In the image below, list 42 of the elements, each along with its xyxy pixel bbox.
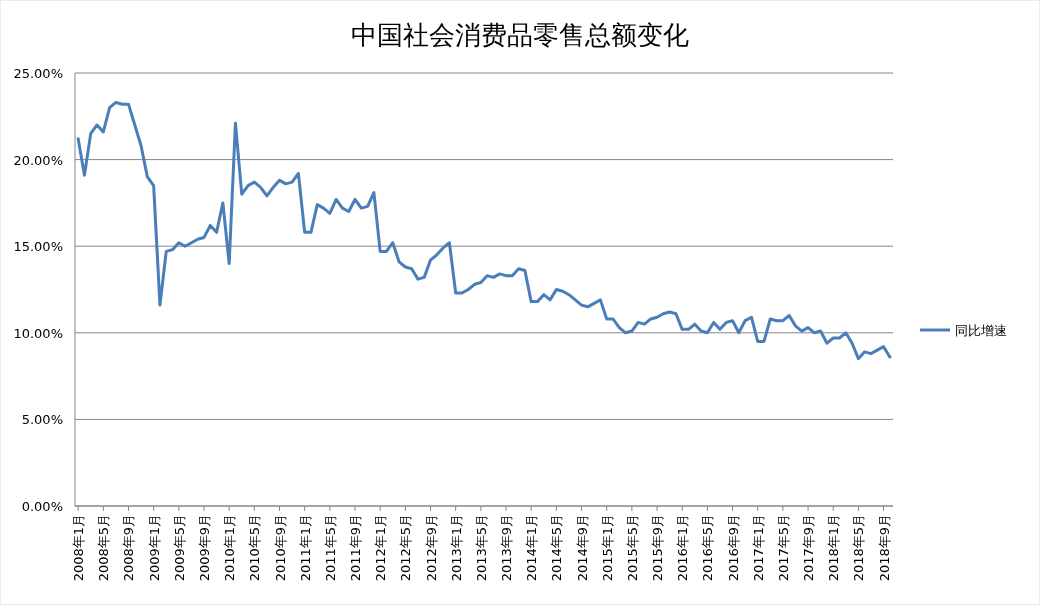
x-tick-label: 2008年1月	[71, 514, 87, 582]
y-tick-label: 20.00%	[13, 152, 63, 168]
x-tick-label: 2016年5月	[700, 514, 716, 582]
x-tick-label: 2015年1月	[599, 514, 615, 582]
x-tick-label: 2015年5月	[624, 514, 640, 582]
x-tick-label: 2010年9月	[272, 514, 288, 582]
legend-label: 同比增速	[955, 323, 1007, 338]
line-series	[76, 100, 892, 361]
x-tick-label: 2015年9月	[650, 514, 666, 582]
x-tick-label: 2016年1月	[675, 514, 691, 582]
x-tick-label: 2017年1月	[750, 514, 766, 582]
x-tick-label: 2014年9月	[574, 514, 590, 582]
x-tick-label: 2012年9月	[423, 514, 439, 582]
x-tick-label: 2013年9月	[499, 514, 515, 582]
x-tick-label: 2018年1月	[826, 514, 842, 582]
x-tick-label: 2018年5月	[851, 514, 867, 582]
x-tick-label: 2011年9月	[348, 514, 364, 582]
x-tick-label: 2017年5月	[775, 514, 791, 582]
x-tick-label: 2013年5月	[473, 514, 489, 582]
y-tick-label: 0.00%	[21, 499, 63, 514]
x-tick-label: 2010年5月	[247, 514, 263, 582]
x-tick-label: 2016年9月	[725, 514, 741, 582]
x-tick-label: 2014年1月	[524, 514, 540, 582]
y-tick-label: 5.00%	[21, 412, 63, 428]
y-tick-label: 10.00%	[13, 325, 63, 341]
x-tick-label: 2009年5月	[171, 514, 187, 582]
x-tick-label: 2017年9月	[801, 514, 817, 582]
x-tick-label: 2012年1月	[373, 514, 389, 582]
y-tick-label: 15.00%	[13, 239, 63, 255]
x-tick-label: 2012年5月	[398, 514, 414, 582]
y-tick-label: 25.00%	[13, 66, 63, 81]
x-tick-label: 2008年9月	[121, 514, 137, 582]
x-tick-label: 2011年1月	[297, 514, 313, 582]
x-tick-label: 2009年1月	[146, 514, 162, 582]
x-tick-label: 2009年9月	[196, 514, 212, 582]
x-tick-label: 2013年1月	[448, 514, 464, 582]
x-tick-label: 2018年9月	[876, 514, 892, 582]
x-tick-label: 2010年1月	[222, 514, 238, 582]
x-tick-label: 2008年5月	[96, 514, 112, 582]
x-tick-label: 2011年5月	[322, 514, 338, 582]
x-tick-label: 2014年5月	[549, 514, 565, 582]
chart-title: 中国社会消费品零售总额变化	[351, 20, 689, 50]
